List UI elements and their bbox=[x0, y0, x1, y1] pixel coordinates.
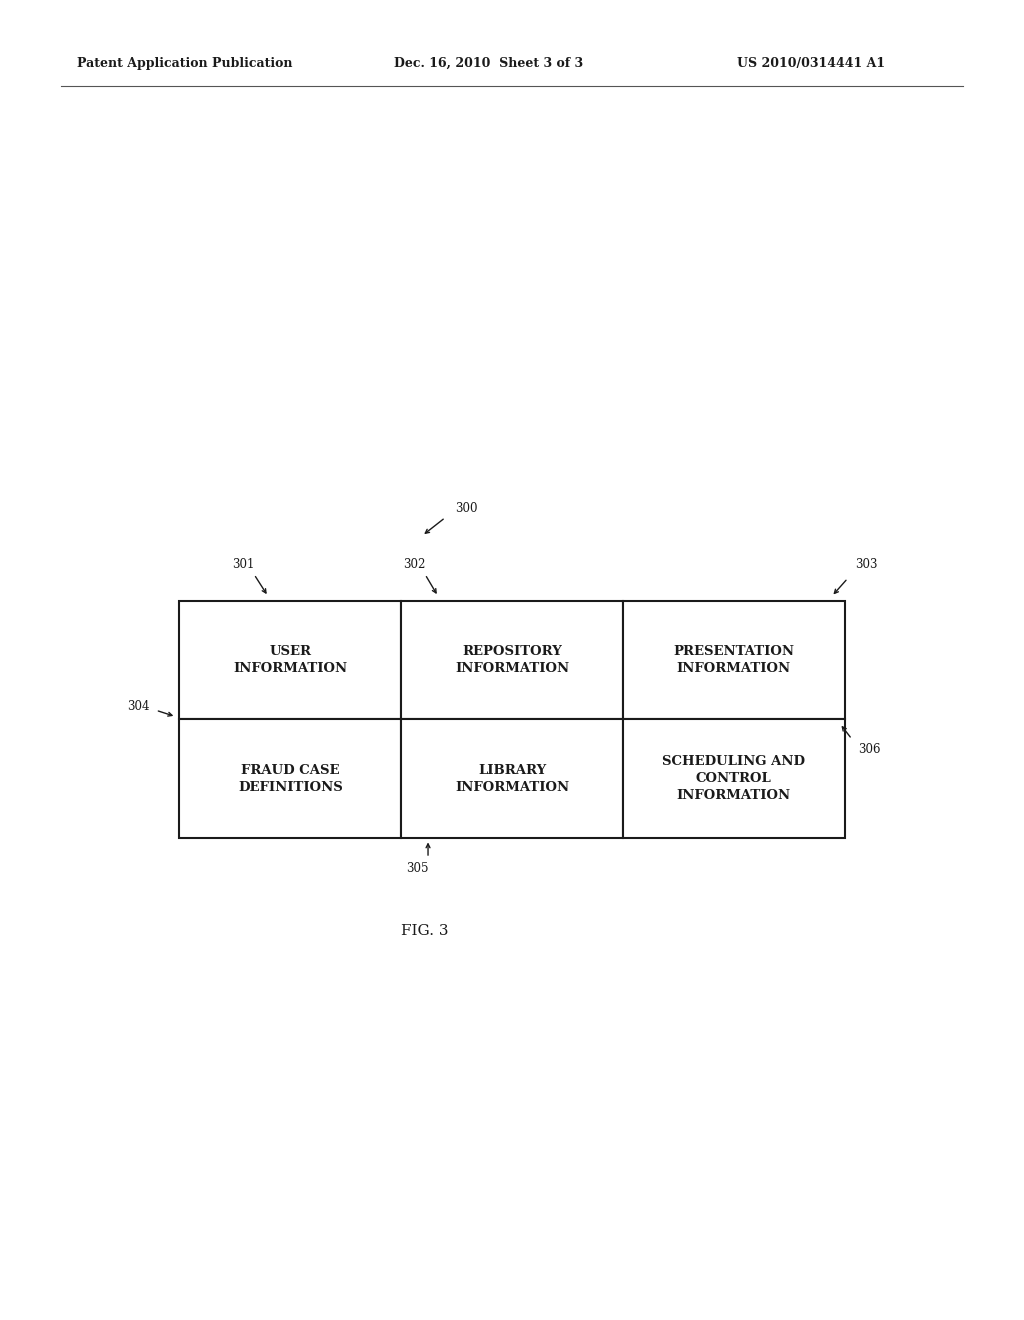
Text: Dec. 16, 2010  Sheet 3 of 3: Dec. 16, 2010 Sheet 3 of 3 bbox=[394, 57, 584, 70]
Text: 306: 306 bbox=[858, 743, 881, 756]
Bar bbox=[401, 719, 623, 838]
Bar bbox=[401, 601, 623, 719]
Text: US 2010/0314441 A1: US 2010/0314441 A1 bbox=[737, 57, 886, 70]
Bar bbox=[179, 601, 401, 719]
Text: 303: 303 bbox=[855, 558, 878, 572]
Text: USER
INFORMATION: USER INFORMATION bbox=[233, 645, 347, 675]
Text: SCHEDULING AND
CONTROL
INFORMATION: SCHEDULING AND CONTROL INFORMATION bbox=[663, 755, 805, 803]
Text: LIBRARY
INFORMATION: LIBRARY INFORMATION bbox=[455, 764, 569, 793]
Text: FRAUD CASE
DEFINITIONS: FRAUD CASE DEFINITIONS bbox=[238, 764, 343, 793]
Text: 305: 305 bbox=[407, 862, 429, 875]
Text: 304: 304 bbox=[127, 700, 150, 713]
Text: Patent Application Publication: Patent Application Publication bbox=[77, 57, 292, 70]
Text: 302: 302 bbox=[403, 558, 426, 572]
Text: 300: 300 bbox=[455, 502, 477, 515]
Text: 301: 301 bbox=[232, 558, 255, 572]
Bar bbox=[179, 719, 401, 838]
Text: REPOSITORY
INFORMATION: REPOSITORY INFORMATION bbox=[455, 645, 569, 675]
Text: FIG. 3: FIG. 3 bbox=[401, 924, 449, 937]
Bar bbox=[623, 601, 845, 719]
Bar bbox=[623, 719, 845, 838]
Text: PRESENTATION
INFORMATION: PRESENTATION INFORMATION bbox=[673, 645, 795, 675]
